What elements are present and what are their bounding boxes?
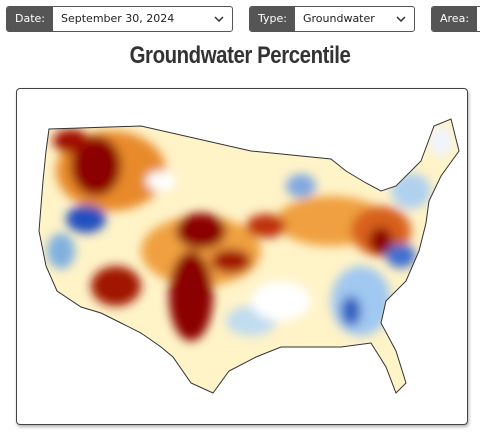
control-value-text: September 30, 2024 xyxy=(61,12,175,25)
area-select[interactable]: Area: xyxy=(431,6,480,32)
control-label: Type: xyxy=(250,7,295,31)
chevron xyxy=(396,16,406,22)
map-frame xyxy=(16,88,468,425)
chevron xyxy=(214,16,224,22)
type-select[interactable]: Type: Groundwater xyxy=(249,6,415,32)
control-value: September 30, 2024 xyxy=(53,7,232,31)
page-title: Groundwater Percentile xyxy=(129,42,351,69)
control-value: Groundwater xyxy=(295,7,414,31)
map xyxy=(38,118,460,394)
percentile-shading xyxy=(39,119,459,393)
control-value-text: Groundwater xyxy=(302,12,375,25)
control-label: Area: xyxy=(432,7,478,31)
date-select[interactable]: Date: September 30, 2024 xyxy=(6,6,233,32)
control-label: Date: xyxy=(7,7,53,31)
